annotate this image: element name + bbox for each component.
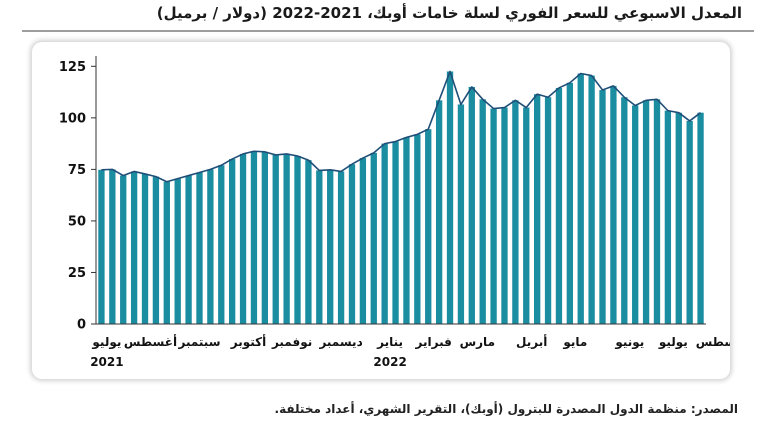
bar-week-2 [109,169,116,324]
source-note: المصدر: منظمة الدول المصدرة للبترول (أوب… [274,402,738,416]
bar-week-17 [272,154,279,324]
bar-week-6 [152,176,160,324]
bar-week-31 [425,129,432,324]
bar-week-56 [697,112,704,324]
y-tick-label-125: 125 [59,60,86,75]
y-tick-label-75: 75 [68,163,86,178]
bar-week-10 [196,172,203,324]
x-month-label-9: مارس [460,335,495,349]
bar-week-11 [207,169,214,324]
x-month-label-6: ديسمبر [318,335,362,349]
bar-week-35 [468,86,475,324]
x-month-label-2: أغسطس [124,334,177,349]
x-month-label-4: أكتوبر [230,334,266,350]
bar-week-25 [359,158,367,324]
bar-week-9 [185,175,192,324]
bar-week-27 [381,143,388,324]
x-month-label-5: نوفمبر [271,335,312,350]
bar-week-52 [653,99,661,324]
bar-week-51 [642,100,650,324]
bar-week-45 [577,73,584,324]
x-month-label-3: سبتمبر [177,335,220,349]
y-tick-label-25: 25 [68,266,86,281]
title-rule [22,30,754,32]
bar-week-12 [218,165,225,324]
bar-week-49 [621,97,628,324]
bar-week-38 [501,107,508,324]
x-year-label-2022: 2022 [373,355,406,369]
x-month-label-10: أبريل [516,334,547,349]
x-month-label-8: فبراير [415,335,452,349]
bar-week-43 [555,87,563,324]
x-year-label-2021: 2021 [90,355,123,369]
bar-week-29 [403,137,410,324]
bar-week-48 [610,85,617,324]
bar-week-24 [348,164,356,324]
bar-week-44 [566,82,573,324]
bar-week-40 [523,107,530,324]
price-line [101,70,702,183]
bars-group [98,71,704,325]
bar-week-5 [141,173,149,324]
bar-week-42 [544,97,552,324]
bar-week-55 [686,120,693,324]
y-tick-label-50: 50 [68,214,86,229]
bar-week-13 [229,159,236,324]
bar-week-23 [337,171,345,324]
x-labels-group: يوليو أغسطس سبتمبر أكتوبر نوفمبر ديسمبر يناير ف… [90,334,730,369]
x-month-label-7: يناير [376,335,403,349]
x-month-label-12: يونيو [614,335,644,350]
bar-week-3 [120,175,127,324]
bar-week-7 [163,181,170,324]
y-ticks-group: 0 25 50 75 100 125 [59,60,96,333]
y-tick-label-100: 100 [59,111,86,126]
bar-week-36 [479,99,486,324]
bar-week-33 [446,71,454,325]
x-month-label-14: أغسطس [696,334,730,349]
x-month-label-13: يوليو [658,335,688,350]
bar-week-34 [457,104,465,324]
bar-week-32 [435,100,443,324]
bar-week-39 [512,100,519,324]
bar-week-18 [283,153,290,324]
bar-week-50 [632,105,639,324]
bar-week-41 [534,94,541,324]
bar-week-21 [316,170,323,324]
bar-week-16 [261,151,268,324]
bar-week-28 [392,141,399,324]
bar-week-8 [174,178,181,324]
bar-week-19 [294,155,301,324]
bar-week-30 [414,134,421,324]
y-tick-label-0: 0 [77,318,86,333]
x-month-label-1: يوليو [91,335,121,350]
bar-week-14 [239,153,247,324]
bar-week-47 [599,90,606,324]
chart-title: المعدل الاسبوعي للسعر الفوري لسلة خامات … [156,4,742,22]
bar-week-20 [305,160,312,324]
bar-week-22 [327,169,334,324]
bar-week-37 [490,108,497,324]
x-month-label-11: مايو [562,335,587,350]
bar-week-26 [370,152,377,324]
bar-week-4 [130,171,138,324]
chart-panel: 0 25 50 75 100 125 يوليو أغسطس سبتمبر أكتوبر نوفم… [32,42,730,379]
bar-week-54 [675,112,682,324]
bar-week-1 [98,169,105,324]
bar-week-46 [588,75,595,324]
bar-week-15 [250,151,258,324]
bar-week-53 [664,110,672,324]
